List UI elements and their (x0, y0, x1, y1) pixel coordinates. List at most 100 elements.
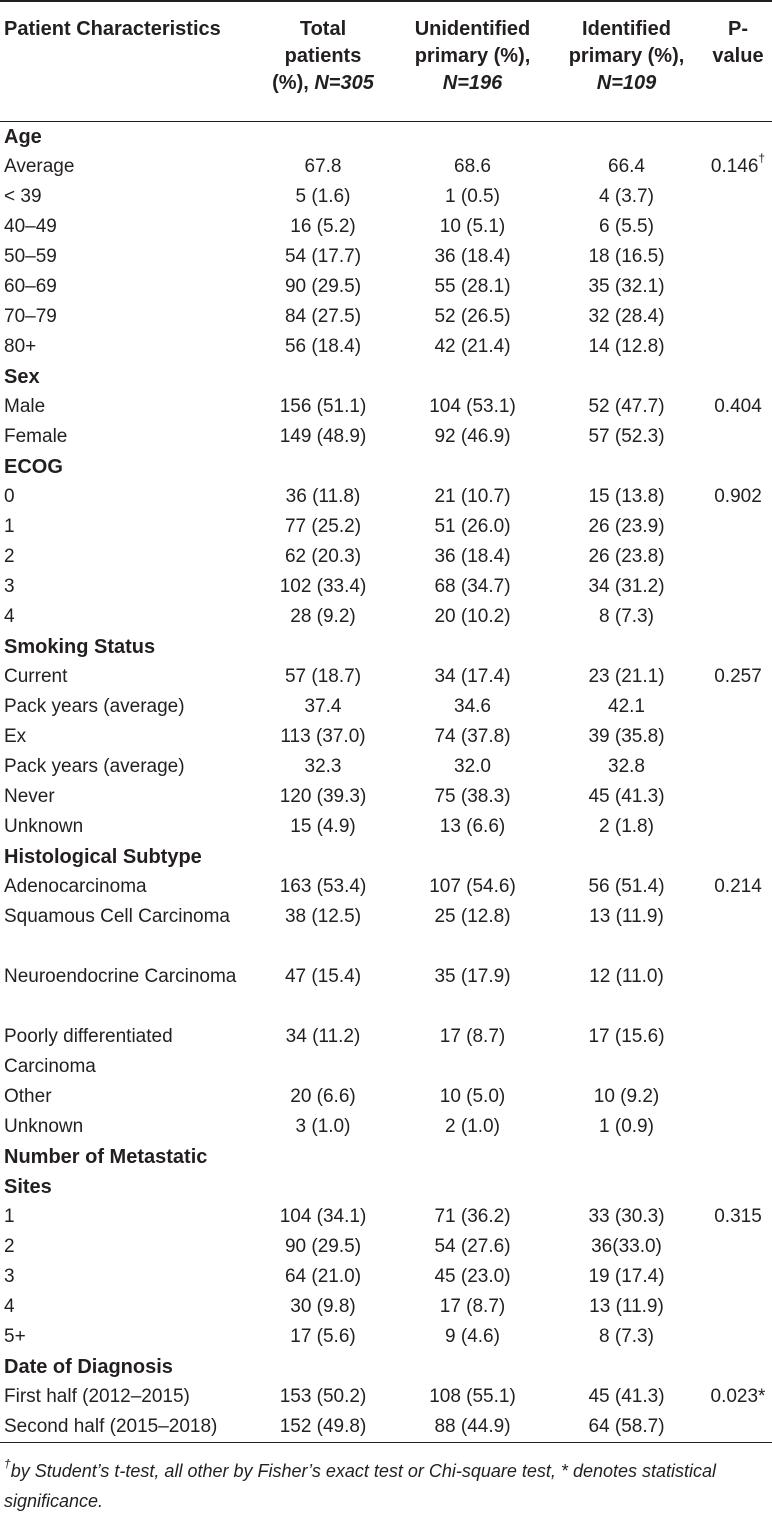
cell-identified: 66.4 (549, 152, 704, 182)
cell-total: 17 (5.6) (250, 1322, 396, 1352)
cell-identified: 18 (16.5) (549, 242, 704, 272)
empty-cell (549, 121, 704, 152)
header-patient-characteristics: Patient Characteristics (0, 1, 250, 121)
table-row: Current 57 (18.7) 34 (17.4) 23 (21.1) 0.257 (0, 662, 772, 692)
cell-total: 62 (20.3) (250, 542, 396, 572)
header-col2-line2: patients (284, 45, 362, 67)
cell-p-value (704, 1322, 772, 1352)
table-row: 1 77 (25.2) 51 (26.0) 26 (23.9) (0, 512, 772, 542)
header-col2-n: N=305 (314, 72, 374, 94)
table-row: Average 67.8 68.6 66.4 0.146† (0, 152, 772, 182)
row-label: 2 (0, 542, 250, 572)
cell-unidentified: 36 (18.4) (396, 542, 549, 572)
section-row: Sex (0, 362, 772, 392)
empty-cell (549, 452, 704, 482)
cell-total-text: 56 (18.4) (284, 335, 362, 357)
cell-p-value (704, 782, 772, 812)
table-row: 70–79 84 (27.5) 52 (26.5) 32 (28.4) (0, 302, 772, 332)
cell-total-text: 90 (29.5) (284, 1235, 362, 1257)
cell-identified: 8 (7.3) (549, 602, 704, 632)
cell-identified-text: 10 (9.2) (593, 1085, 660, 1107)
cell-total-text: 38 (12.5) (284, 905, 362, 927)
cell-total: 16 (5.2) (250, 212, 396, 242)
empty-cell (396, 1352, 549, 1382)
cell-unidentified: 34.6 (396, 692, 549, 722)
row-label-text: 4 (4, 605, 15, 627)
cell-identified-text: 12 (11.0) (589, 965, 664, 987)
empty-cell (704, 121, 772, 152)
table-row: 0 36 (11.8) 21 (10.7) 15 (13.8) 0.902 (0, 482, 772, 512)
cell-identified: 4 (3.7) (549, 182, 704, 212)
header-unidentified-primary: Unidentified primary (%), N=196 (396, 1, 549, 121)
row-label: 4 (0, 1292, 250, 1322)
cell-p-value-text: 0.902 (714, 485, 762, 507)
cell-total: 113 (37.0) (250, 722, 396, 752)
cell-p-value-text: 0.023* (710, 1385, 766, 1407)
cell-total: 28 (9.2) (250, 602, 396, 632)
cell-unidentified: 54 (27.6) (396, 1232, 549, 1262)
section-label: Smoking Status (4, 635, 156, 658)
row-label-text: 2 (4, 1235, 15, 1257)
cell-identified-text: 2 (1.8) (599, 815, 654, 837)
cell-total-text: 54 (17.7) (284, 245, 362, 267)
cell-identified-text: 26 (23.9) (588, 515, 665, 537)
row-label-text: Ex (4, 725, 27, 747)
cell-p-value (704, 1082, 772, 1112)
cell-total-text: 64 (21.0) (284, 1265, 362, 1287)
cell-identified-text: 34 (31.2) (588, 575, 665, 597)
cell-total: 57 (18.7) (250, 662, 396, 692)
row-label: Ex (0, 722, 250, 752)
cell-identified: 32 (28.4) (549, 302, 704, 332)
cell-unidentified-text: 36 (18.4) (434, 545, 511, 567)
cell-identified: 45 (41.3) (549, 1382, 704, 1412)
cell-total-text: 153 (50.2) (279, 1385, 367, 1407)
cell-total-text: 30 (9.8) (290, 1295, 356, 1317)
row-label-text: Average (4, 155, 75, 177)
row-label: Pack years (average) (0, 692, 250, 722)
row-label: Female (0, 422, 250, 452)
cell-unidentified-text: 17 (8.7) (439, 1295, 506, 1317)
table-row: Unknown 15 (4.9) 13 (6.6) 2 (1.8) (0, 812, 772, 842)
cell-identified-text: 1 (0.9) (599, 1115, 654, 1137)
row-label-text: < 39 (4, 185, 42, 207)
cell-identified: 32.8 (549, 752, 704, 782)
cell-total: 152 (49.8) (250, 1412, 396, 1443)
table-row: Second half (2015–2018) 152 (49.8) 88 (44.… (0, 1412, 772, 1443)
cell-identified-text: 45 (41.3) (588, 1385, 665, 1407)
cell-total: 104 (34.1) (250, 1202, 396, 1232)
cell-unidentified: 68 (34.7) (396, 572, 549, 602)
cell-unidentified: 17 (8.7) (396, 1022, 549, 1082)
cell-total-text: 149 (48.9) (279, 425, 367, 447)
cell-p-value (704, 1292, 772, 1322)
cell-identified-text: 33 (30.3) (588, 1205, 665, 1227)
cell-identified-text: 13 (11.9) (589, 1295, 664, 1317)
cell-unidentified-text: 51 (26.0) (434, 515, 511, 537)
section-row: Age (0, 121, 772, 152)
row-label: 40–49 (0, 212, 250, 242)
cell-total-text: 20 (6.6) (290, 1085, 356, 1107)
cell-unidentified: 2 (1.0) (396, 1112, 549, 1142)
header-col1-text: Patient Characteristics (4, 18, 221, 40)
empty-cell (396, 362, 549, 392)
cell-unidentified: 36 (18.4) (396, 242, 549, 272)
cell-unidentified-text: 20 (10.2) (434, 605, 511, 627)
table-row: Other 20 (6.6) 10 (5.0) 10 (9.2) (0, 1082, 772, 1112)
cell-total: 77 (25.2) (250, 512, 396, 542)
section-label: ECOG (4, 455, 63, 478)
row-label: Average (0, 152, 250, 182)
cell-identified-text: 26 (23.8) (588, 545, 665, 567)
row-label: Pack years (average) (0, 752, 250, 782)
cell-total-text: 62 (20.3) (284, 545, 362, 567)
cell-total: 84 (27.5) (250, 302, 396, 332)
cell-identified: 57 (52.3) (549, 422, 704, 452)
cell-p-value (704, 722, 772, 752)
cell-identified: 10 (9.2) (549, 1082, 704, 1112)
row-label: First half (2012–2015) (0, 1382, 250, 1412)
table-row: Poorly differentiated Carcinoma 34 (11.2)… (0, 1022, 772, 1082)
cell-p-value-text: 0.146 (710, 155, 759, 177)
cell-identified-text: 64 (58.7) (588, 1415, 665, 1437)
cell-unidentified: 88 (44.9) (396, 1412, 549, 1443)
row-label: 1 (0, 512, 250, 542)
table-row: 5+ 17 (5.6) 9 (4.6) 8 (7.3) (0, 1322, 772, 1352)
